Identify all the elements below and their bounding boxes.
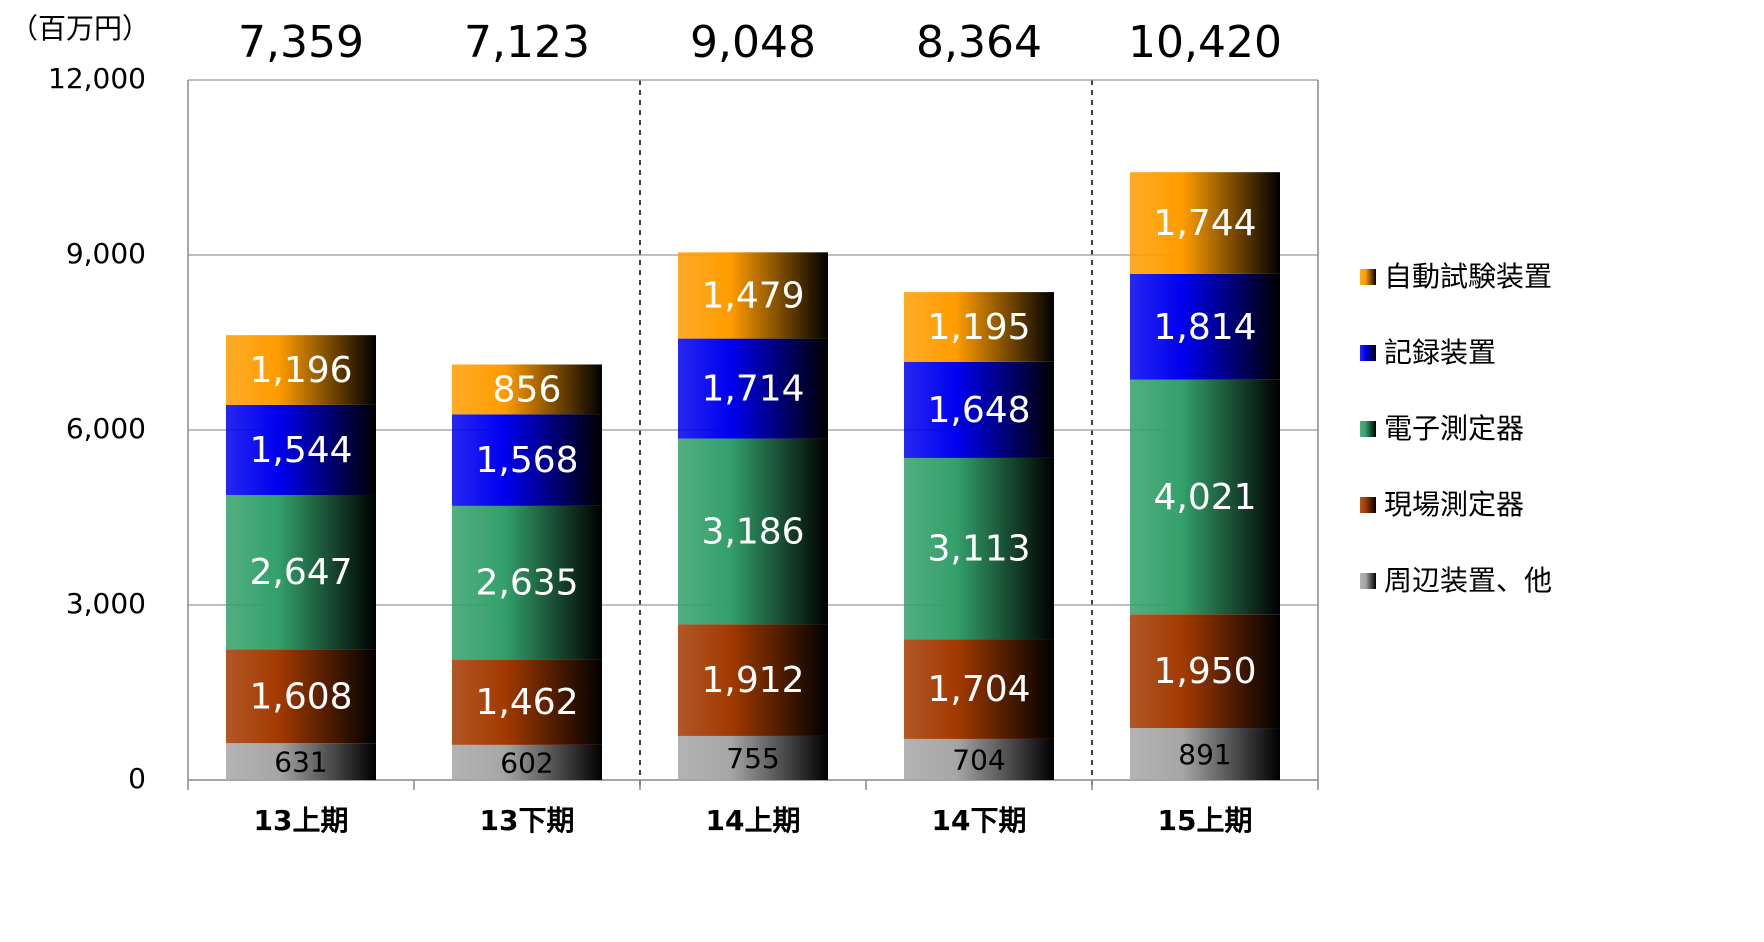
bar-segment bbox=[678, 338, 828, 439]
bar-segment bbox=[226, 335, 376, 405]
bar-segment bbox=[904, 738, 1054, 780]
data-label: 1,196 bbox=[249, 350, 352, 391]
data-label: 755 bbox=[726, 742, 779, 775]
bar-segment bbox=[904, 639, 1054, 739]
y-tick-label: 12,000 bbox=[48, 62, 146, 95]
data-label: 1,195 bbox=[927, 307, 1030, 348]
data-label: 1,744 bbox=[1153, 203, 1256, 244]
y-tick-label: 6,000 bbox=[66, 412, 146, 445]
bar-segment bbox=[452, 414, 602, 506]
data-label: 1,568 bbox=[475, 440, 578, 481]
bar-segment bbox=[678, 735, 828, 780]
bar-segment bbox=[226, 494, 376, 650]
total-label: 8,364 bbox=[916, 17, 1042, 68]
legend-label: 現場測定器 bbox=[1384, 488, 1524, 521]
y-tick-label: 3,000 bbox=[66, 587, 146, 620]
data-label: 1,814 bbox=[1153, 307, 1256, 348]
data-label: 631 bbox=[274, 746, 327, 779]
data-label: 1,704 bbox=[927, 669, 1030, 710]
data-label: 1,479 bbox=[701, 275, 804, 316]
total-label: 9,048 bbox=[690, 17, 816, 68]
total-label: 7,123 bbox=[464, 17, 590, 68]
x-tick-label: 14上期 bbox=[706, 804, 801, 837]
bar-segment bbox=[452, 744, 602, 780]
bar-segment bbox=[452, 505, 602, 660]
x-tick-label: 13下期 bbox=[480, 804, 575, 837]
bar-segment bbox=[226, 404, 376, 495]
data-label: 602 bbox=[500, 746, 553, 779]
legend-label: 電子測定器 bbox=[1384, 412, 1524, 445]
bar-segment bbox=[1130, 614, 1280, 729]
bar-segment bbox=[1130, 379, 1280, 615]
legend-swatch bbox=[1360, 497, 1376, 513]
x-tick-label: 15上期 bbox=[1158, 804, 1253, 837]
data-label: 1,462 bbox=[475, 682, 578, 723]
data-label: 2,647 bbox=[249, 552, 352, 593]
y-tick-label: 0 bbox=[128, 762, 146, 795]
data-label: 1,714 bbox=[701, 369, 804, 410]
bar-segment bbox=[1130, 728, 1280, 780]
bar-segment bbox=[904, 361, 1054, 458]
y-tick-label: 9,000 bbox=[66, 237, 146, 270]
bar-segment bbox=[678, 624, 828, 736]
data-label: 4,021 bbox=[1153, 477, 1256, 518]
data-label: 1,608 bbox=[249, 676, 352, 717]
data-label: 1,912 bbox=[701, 660, 804, 701]
legend-label: 周辺装置、他 bbox=[1384, 564, 1552, 597]
data-label: 1,950 bbox=[1153, 651, 1256, 692]
data-label: 2,635 bbox=[475, 563, 578, 604]
bar-segment bbox=[678, 438, 828, 625]
data-label: 704 bbox=[952, 743, 1005, 776]
x-tick-label: 14下期 bbox=[932, 804, 1027, 837]
data-label: 1,648 bbox=[927, 390, 1030, 431]
bar-segment bbox=[452, 659, 602, 745]
legend-swatch bbox=[1360, 573, 1376, 589]
bar-segment bbox=[226, 743, 376, 780]
bar-segment bbox=[1130, 273, 1280, 380]
legend-label: 自動試験装置 bbox=[1384, 260, 1552, 293]
legend-label: 記録装置 bbox=[1384, 336, 1496, 369]
bar-segment bbox=[678, 252, 828, 339]
bar-segment bbox=[904, 292, 1054, 362]
data-label: 856 bbox=[493, 369, 562, 410]
data-label: 1,544 bbox=[249, 430, 352, 471]
legend-swatch bbox=[1360, 269, 1376, 285]
data-label: 3,186 bbox=[701, 512, 804, 553]
legend-swatch bbox=[1360, 345, 1376, 361]
data-label: 3,113 bbox=[927, 529, 1030, 570]
total-label: 7,359 bbox=[238, 17, 364, 68]
legend-swatch bbox=[1360, 421, 1376, 437]
y-axis-unit: （百万円） bbox=[10, 12, 150, 45]
bar-segment bbox=[226, 649, 376, 744]
bar-segment bbox=[1130, 172, 1280, 274]
total-label: 10,420 bbox=[1128, 17, 1282, 68]
bar-segment bbox=[452, 364, 602, 415]
bar-segment bbox=[904, 457, 1054, 640]
x-tick-label: 13上期 bbox=[254, 804, 349, 837]
data-label: 891 bbox=[1178, 738, 1231, 771]
